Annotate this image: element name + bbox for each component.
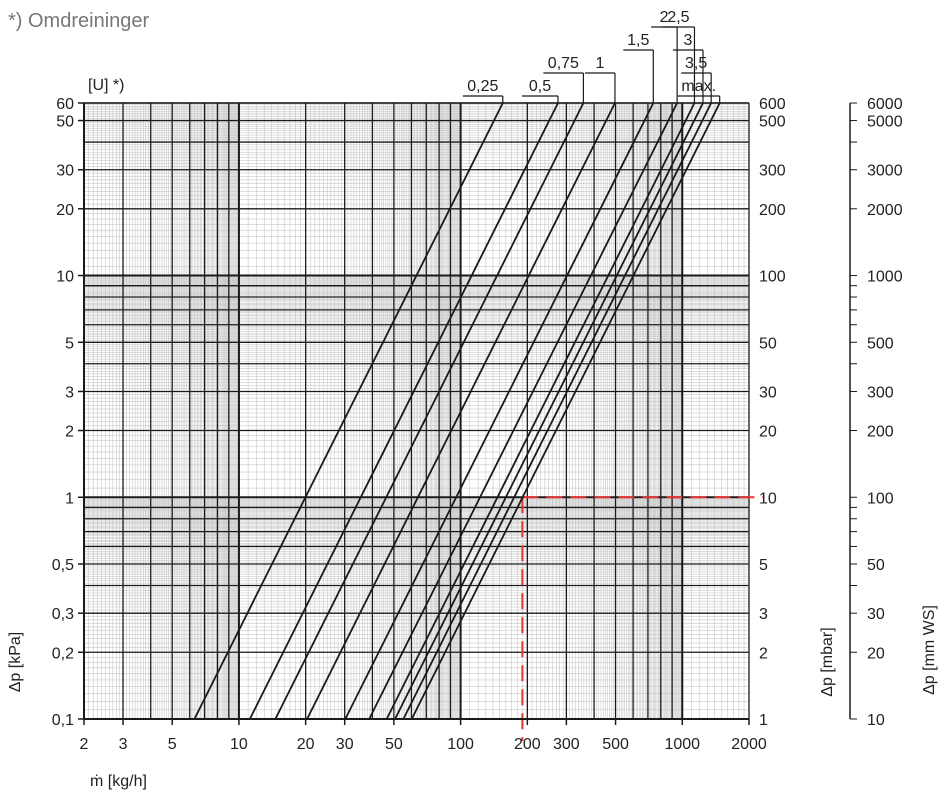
y-axis-label-mmws: Δp [mm WS] (921, 605, 938, 695)
y-tick-label-mmws: 30 (867, 606, 885, 623)
x-tick-label: 2 (80, 736, 89, 753)
y-tick-label-mbar: 2 (759, 645, 768, 662)
x-tick-label: 2000 (731, 736, 767, 753)
y-tick-label-mmws: 6000 (867, 96, 903, 113)
y-tick-label-mmws: 5000 (867, 114, 903, 131)
y-tick-label-mmws: 100 (867, 490, 894, 507)
y-tick-label-mbar: 50 (759, 335, 777, 352)
x-tick-label: 100 (447, 736, 474, 753)
y-tick-label-mbar: 600 (759, 96, 786, 113)
y-tick-label-mbar: 20 (759, 424, 777, 441)
x-tick-label: 3 (119, 736, 128, 753)
series-label-8: 3 (684, 32, 693, 49)
y-tick-label-mmws: 3000 (867, 163, 903, 180)
y-tick-label-kpa: 3 (65, 384, 74, 401)
y-tick-label-mbar: 300 (759, 163, 786, 180)
y-tick-label-mbar: 100 (759, 269, 786, 286)
x-tick-label: 500 (602, 736, 629, 753)
x-tick-label: 20 (297, 736, 315, 753)
x-tick-label: 30 (336, 736, 354, 753)
series-axis-label: [U] *) (88, 77, 124, 94)
x-tick-label: 50 (385, 736, 403, 753)
y-tick-label-kpa: 0,5 (52, 557, 74, 574)
y-axis-label-mbar: Δp [mbar] (819, 627, 836, 696)
y-tick-label-mmws: 10 (867, 712, 885, 729)
y-tick-label-kpa: 20 (56, 202, 74, 219)
y-tick-label-kpa: 50 (56, 114, 74, 131)
series-line-2 (249, 102, 559, 720)
y-tick-label-mbar: 10 (759, 490, 777, 507)
series-line-3 (274, 102, 585, 720)
y-tick-label-mbar: 30 (759, 384, 777, 401)
x-tick-label: 1000 (664, 736, 700, 753)
y-tick-label-mbar: 3 (759, 606, 768, 623)
series-line-4 (306, 102, 616, 720)
x-tick-label: 10 (230, 736, 248, 753)
y-tick-label-kpa: 0,2 (52, 645, 74, 662)
series-label-2: 0,5 (529, 78, 551, 95)
y-tick-label-kpa: 0,3 (52, 606, 74, 623)
y-tick-label-kpa: 30 (56, 163, 74, 180)
y-tick-label-mbar: 500 (759, 114, 786, 131)
x-tick-label: 200 (514, 736, 541, 753)
series-line-8 (394, 102, 704, 720)
x-tick-label: 5 (168, 736, 177, 753)
y-tick-label-mbar: 5 (759, 557, 768, 574)
y-tick-label-mmws: 300 (867, 384, 894, 401)
y-tick-label-kpa: 60 (56, 96, 74, 113)
y-axis-label-kpa: Δp [kPa] (7, 632, 24, 693)
series-label-1: 0,25 (467, 78, 498, 95)
series-label-10: max. (681, 78, 716, 95)
chart-title: *) Omdreininger (8, 10, 150, 32)
y-tick-label-mmws: 50 (867, 557, 885, 574)
series-line-7 (385, 102, 696, 720)
x-tick-label: 300 (553, 736, 580, 753)
y-tick-label-mbar: 200 (759, 202, 786, 219)
series-label-3: 0,75 (548, 55, 579, 72)
y-tick-label-kpa: 2 (65, 424, 74, 441)
y-tick-label-mmws: 1000 (867, 269, 903, 286)
series-line-6 (368, 102, 678, 720)
y-tick-label-kpa: 0,1 (52, 712, 74, 729)
x-axis-label: ṁ [kg/h] (90, 773, 147, 790)
y-tick-label-kpa: 1 (65, 490, 74, 507)
series-label-5: 1,5 (627, 32, 649, 49)
series-line-1 (193, 102, 504, 720)
y-tick-label-mmws: 2000 (867, 202, 903, 219)
series-line-5 (344, 102, 655, 720)
series-line-10 (410, 102, 721, 720)
series-line-9 (402, 102, 712, 720)
series-label-7: 2,5 (667, 9, 689, 26)
series-label-4: 1 (596, 55, 605, 72)
y-tick-label-mmws: 500 (867, 335, 894, 352)
series-label-6: 2 (660, 9, 669, 26)
series-label-9: 3,5 (685, 55, 707, 72)
y-tick-label-kpa: 10 (56, 269, 74, 286)
y-tick-label-mmws: 200 (867, 424, 894, 441)
y-tick-label-kpa: 5 (65, 335, 74, 352)
y-tick-label-mmws: 20 (867, 645, 885, 662)
y-tick-label-mbar: 1 (759, 712, 768, 729)
